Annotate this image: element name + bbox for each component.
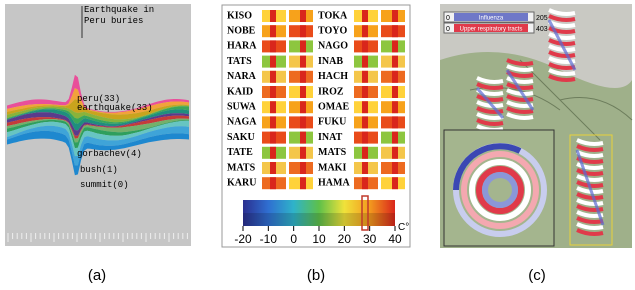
heat-band bbox=[270, 40, 276, 52]
heat-band bbox=[392, 101, 398, 113]
heat-band bbox=[270, 132, 276, 144]
caption: (a) bbox=[88, 267, 106, 284]
heat-band bbox=[392, 56, 398, 68]
station-name: TOKA bbox=[318, 10, 348, 21]
scale-label: 30 bbox=[363, 232, 377, 246]
caption: (b) bbox=[307, 267, 325, 284]
heat-band bbox=[362, 10, 368, 22]
figure: Earthquake in Peru buries peru(33) earth… bbox=[0, 0, 635, 290]
legend-max: 403 bbox=[536, 26, 548, 33]
heat-band bbox=[362, 147, 368, 159]
station-name: INAT bbox=[318, 132, 343, 143]
heat-band bbox=[362, 132, 368, 144]
station-name: NOBE bbox=[227, 25, 256, 36]
station-name: OMAE bbox=[318, 101, 349, 112]
heat-band bbox=[392, 40, 398, 52]
annotation: Peru buries bbox=[84, 16, 143, 26]
station-name: INAB bbox=[318, 56, 343, 67]
station-name: SAKU bbox=[227, 132, 255, 143]
legend-min: 0 bbox=[446, 26, 450, 33]
station-name: MATS bbox=[227, 162, 256, 173]
heat-band bbox=[300, 71, 306, 83]
heat-band bbox=[270, 56, 276, 68]
heat-band bbox=[392, 132, 398, 144]
heat-band bbox=[392, 10, 398, 22]
heat-band bbox=[362, 25, 368, 37]
heat-band bbox=[392, 116, 398, 128]
heat-band bbox=[392, 147, 398, 159]
heat-band bbox=[362, 162, 368, 174]
legend: 0 Influenza 205 0 Upper respiratory tracts 40… bbox=[444, 12, 548, 33]
station-name: KARU bbox=[227, 177, 256, 188]
heat-band bbox=[362, 86, 368, 98]
heat-band bbox=[362, 116, 368, 128]
heat-band bbox=[300, 25, 306, 37]
annotation: gorbachev(4) bbox=[77, 149, 142, 159]
legend-label: Upper respiratory tracts bbox=[460, 27, 523, 33]
heat-band bbox=[270, 116, 276, 128]
color-bar-shadow bbox=[243, 213, 395, 226]
station-name: HAMA bbox=[318, 177, 350, 188]
heat-band bbox=[270, 25, 276, 37]
heat-band bbox=[270, 101, 276, 113]
station-name: TATE bbox=[227, 147, 253, 158]
annotation: Earthquake in bbox=[84, 5, 154, 15]
station-name: TOYO bbox=[318, 25, 347, 36]
legend-label: Influenza bbox=[479, 16, 504, 22]
heat-band bbox=[392, 86, 398, 98]
legend-min: 0 bbox=[446, 15, 450, 22]
heat-band bbox=[270, 162, 276, 174]
heat-band bbox=[300, 177, 306, 189]
station-name: NAGO bbox=[318, 41, 348, 52]
heat-band bbox=[392, 71, 398, 83]
station-name: MATS bbox=[318, 147, 347, 158]
caption: (c) bbox=[528, 267, 546, 284]
heat-band bbox=[392, 25, 398, 37]
scale-label: 0 bbox=[290, 232, 297, 246]
heat-band bbox=[270, 86, 276, 98]
station-name: SUWA bbox=[227, 101, 257, 112]
heat-band bbox=[300, 147, 306, 159]
heat-band bbox=[392, 177, 398, 189]
heat-band bbox=[362, 101, 368, 113]
heat-band bbox=[300, 162, 306, 174]
heat-band bbox=[362, 56, 368, 68]
station-name: NARA bbox=[227, 71, 257, 82]
heat-band bbox=[300, 10, 306, 22]
annotation: earthquake(33) bbox=[77, 103, 153, 113]
legend-max: 205 bbox=[536, 15, 548, 22]
heat-band bbox=[300, 56, 306, 68]
scale-label: 20 bbox=[338, 232, 352, 246]
heat-band bbox=[392, 162, 398, 174]
station-name: HARA bbox=[227, 41, 257, 52]
station-name: KAID bbox=[227, 86, 253, 97]
heat-band bbox=[270, 147, 276, 159]
heat-band bbox=[300, 86, 306, 98]
scale-label: -10 bbox=[260, 232, 278, 246]
heat-band bbox=[270, 177, 276, 189]
heat-band bbox=[270, 10, 276, 22]
heat-band bbox=[300, 116, 306, 128]
annotation: bush(1) bbox=[80, 165, 118, 175]
heat-band bbox=[362, 177, 368, 189]
station-name: MAKI bbox=[318, 162, 346, 173]
heat-band bbox=[300, 40, 306, 52]
station-name: TATS bbox=[227, 56, 252, 67]
annotation: summit(0) bbox=[80, 180, 129, 190]
station-name: NAGA bbox=[227, 117, 257, 128]
station-name: IROZ bbox=[318, 86, 344, 97]
scale-label: 10 bbox=[312, 232, 326, 246]
heat-band bbox=[300, 132, 306, 144]
heat-band bbox=[300, 101, 306, 113]
scale-label: -20 bbox=[234, 232, 252, 246]
station-name: HACH bbox=[318, 71, 348, 82]
station-name: KISO bbox=[227, 10, 252, 21]
scale-unit: C° bbox=[398, 222, 409, 233]
station-name: FUKU bbox=[318, 117, 346, 128]
heat-band bbox=[362, 71, 368, 83]
scale-label: 40 bbox=[388, 232, 402, 246]
heat-band bbox=[362, 40, 368, 52]
heat-band bbox=[270, 71, 276, 83]
